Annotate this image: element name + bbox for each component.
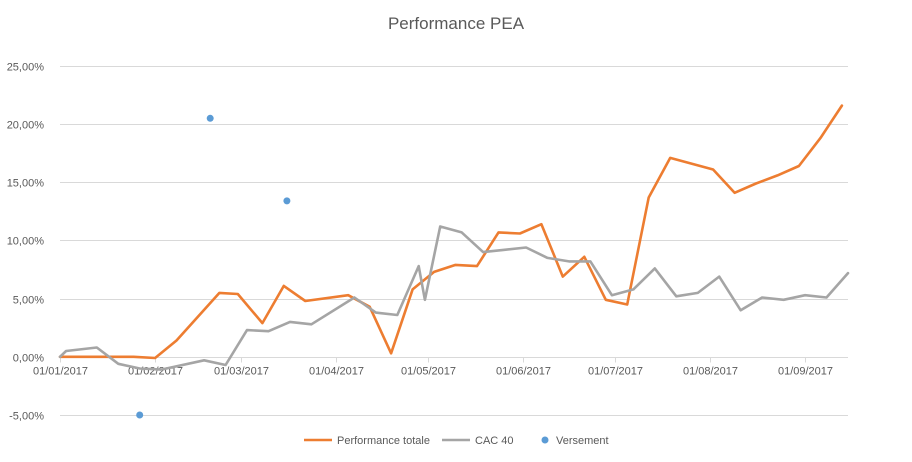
legend-label-cac-40: CAC 40 [475, 435, 514, 447]
scatter-point-versement [283, 197, 291, 205]
gridlines [60, 66, 848, 416]
chart-title: Performance PEA [387, 14, 525, 33]
scatter-point-versement [136, 411, 144, 419]
y-tick-label: 20,00% [7, 120, 45, 132]
series-line-cac-40 [58, 225, 850, 371]
series-layer [58, 104, 850, 419]
x-tick-label: 01/08/2017 [683, 366, 738, 378]
scatter-point-versement [206, 114, 214, 122]
x-tick-label: 01/05/2017 [401, 366, 456, 378]
y-tick-label: 15,00% [7, 178, 45, 190]
x-tick-label: 01/01/2017 [33, 366, 88, 378]
x-axis: 01/01/2017 01/02/2017 01/03/2017 01/04/2017… [33, 357, 848, 378]
x-tick-label: 01/06/2017 [496, 366, 551, 378]
legend: Performance totale CAC 40 Versement [304, 435, 609, 447]
y-tick-label: 25,00% [7, 62, 45, 74]
x-tick-label: 01/03/2017 [214, 366, 269, 378]
legend-swatch-versement [541, 436, 549, 444]
x-tick-label: 01/09/2017 [778, 366, 833, 378]
y-tick-label: -5,00% [9, 411, 44, 423]
y-tick-label: 0,00% [13, 353, 44, 365]
x-tick-label: 01/04/2017 [309, 366, 364, 378]
series-line-performance-totale [58, 104, 844, 360]
y-tick-label: 10,00% [7, 236, 45, 248]
y-axis: -5,00% 0,00% 5,00% 10,00% 15,00% 20,00% 25,00% [7, 62, 45, 423]
legend-label-versement: Versement [556, 435, 609, 447]
x-tick-label: 01/07/2017 [588, 366, 643, 378]
y-tick-label: 5,00% [13, 295, 44, 307]
legend-label-performance-totale: Performance totale [337, 435, 430, 447]
